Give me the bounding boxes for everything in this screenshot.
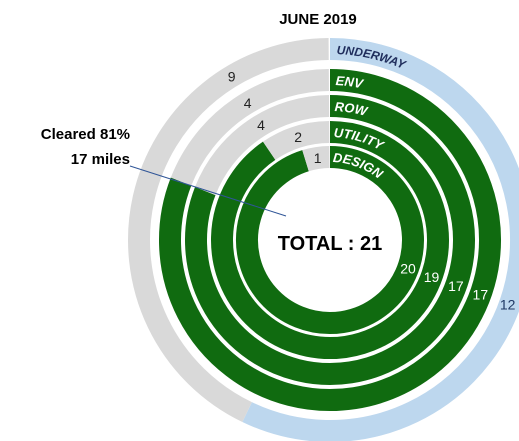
value-label: 4 (257, 117, 265, 133)
value-label: 17 (448, 278, 464, 294)
center-label: TOTAL : 21 (278, 233, 382, 255)
value-label: 1 (314, 150, 322, 166)
annotation: 17 miles (71, 151, 130, 168)
ring-segment (262, 121, 330, 161)
value-label: 4 (244, 95, 252, 111)
rings (128, 38, 519, 441)
value-label: 12 (500, 297, 516, 313)
ring-segment (185, 95, 475, 385)
ring-name: ROW (334, 99, 370, 119)
ring-segment (128, 38, 329, 422)
ring-segment (302, 146, 330, 172)
leader-line (129, 165, 287, 217)
ring-name: ENV (335, 73, 365, 91)
ring-name-text: ENV (335, 73, 365, 91)
ring-segment (170, 69, 330, 186)
value-label: 2 (294, 129, 302, 145)
value-label: 19 (424, 269, 440, 285)
ring-segment (159, 69, 501, 411)
ring-segment (211, 121, 449, 359)
ring-segment (242, 38, 519, 441)
value-label: 9 (228, 68, 236, 84)
ring-segment (195, 95, 330, 196)
annotation: Cleared 81% (41, 126, 130, 143)
ring-name-text: ROW (334, 99, 370, 119)
chart-title: JUNE 2019 (279, 11, 357, 28)
value-label: 20 (400, 260, 416, 276)
ring-segment (236, 146, 424, 334)
value-label: 17 (473, 287, 489, 303)
